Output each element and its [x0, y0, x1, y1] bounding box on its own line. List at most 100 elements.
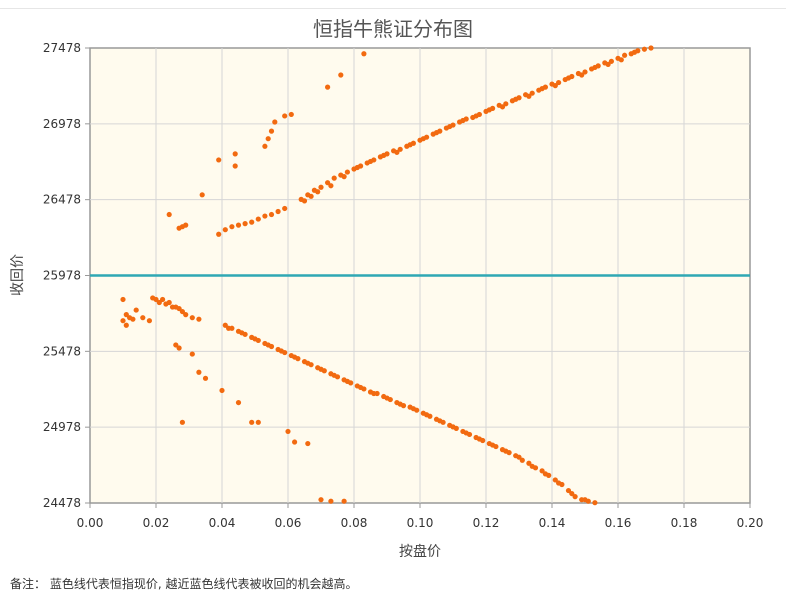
data-point — [189, 315, 195, 321]
data-point — [450, 424, 456, 430]
data-point — [552, 477, 558, 483]
data-point — [179, 308, 185, 315]
data-point — [529, 90, 535, 96]
data-point — [249, 219, 255, 225]
data-point — [268, 128, 275, 134]
data-point — [179, 419, 185, 425]
data-point — [262, 143, 268, 149]
x-tick-label: 0.16 — [605, 516, 632, 530]
data-point — [282, 113, 288, 119]
data-point — [255, 419, 261, 425]
data-point — [463, 430, 469, 436]
data-point — [226, 325, 232, 331]
data-point — [341, 174, 347, 180]
y-axis-title: 收回价 — [10, 254, 26, 296]
footnote: 备注： 蓝色线代表恒指现价, 越近蓝色线代表被收回的机会越高。 — [10, 577, 358, 591]
data-point — [344, 169, 350, 175]
data-point — [140, 315, 146, 321]
data-point — [292, 439, 298, 445]
data-point — [232, 163, 238, 169]
data-point — [123, 322, 129, 328]
data-point — [358, 384, 364, 391]
data-point — [216, 231, 222, 237]
x-tick-label: 0.08 — [341, 516, 368, 530]
data-point — [255, 216, 261, 222]
data-point — [288, 111, 294, 118]
data-point — [565, 75, 572, 81]
data-point — [344, 378, 350, 384]
data-point — [242, 221, 248, 227]
data-point — [542, 471, 549, 477]
y-tick-label: 24478 — [43, 496, 81, 510]
data-point — [503, 448, 509, 454]
data-point — [318, 184, 324, 190]
data-point — [325, 84, 331, 90]
data-point — [265, 136, 271, 142]
data-point — [325, 180, 331, 186]
data-point — [592, 64, 598, 71]
data-point — [285, 428, 291, 435]
y-tick-label: 27478 — [43, 41, 81, 55]
data-point — [622, 52, 628, 58]
x-tick-label: 0.12 — [473, 516, 500, 530]
data-point — [526, 460, 532, 466]
data-point — [235, 399, 242, 406]
data-point — [582, 69, 588, 75]
scatter-chart: 恒指牛熊证分布图 0.00 0.02 0.04 0.06 0.08 0.10 0.12 0.1… — [10, 17, 764, 560]
y-axis-ticks: 24478 24978 25478 25978 26478 26978 27478 — [43, 41, 90, 510]
x-axis-title: 按盘价 — [399, 543, 441, 560]
data-point — [318, 497, 324, 503]
data-point — [328, 498, 334, 504]
data-point — [420, 136, 426, 142]
data-point — [229, 224, 235, 230]
data-point — [305, 360, 311, 366]
data-point — [160, 296, 166, 303]
data-point — [529, 463, 535, 469]
data-point — [338, 72, 344, 78]
data-point — [219, 387, 225, 394]
data-point — [301, 198, 308, 204]
data-point — [341, 498, 347, 504]
data-point — [199, 192, 205, 198]
x-axis-ticks: 0.00 0.02 0.04 0.06 0.08 0.10 0.12 0.14 0.16 0.18… — [77, 503, 764, 530]
data-point — [371, 390, 377, 397]
data-points — [120, 45, 654, 506]
data-point — [156, 299, 162, 306]
data-point — [202, 375, 209, 381]
data-point — [437, 418, 443, 424]
data-point — [282, 205, 288, 212]
x-tick-label: 0.02 — [143, 516, 170, 530]
data-point — [447, 123, 453, 130]
data-point — [166, 211, 172, 218]
data-point — [133, 307, 139, 313]
data-point — [407, 142, 413, 148]
x-tick-label: 0.20 — [737, 516, 764, 530]
data-point — [513, 96, 519, 102]
data-point — [394, 149, 400, 155]
data-point — [315, 189, 321, 195]
data-point — [476, 436, 482, 442]
data-point — [519, 457, 525, 463]
data-point — [308, 193, 314, 199]
data-point — [460, 117, 466, 124]
top-divider — [0, 8, 786, 9]
data-point — [499, 104, 506, 110]
data-point — [305, 440, 311, 447]
data-point — [565, 487, 572, 494]
x-tick-label: 0.18 — [671, 516, 698, 530]
data-point — [196, 369, 202, 375]
data-point — [641, 46, 648, 52]
data-point — [166, 299, 172, 306]
data-point — [328, 183, 334, 189]
data-point — [361, 51, 367, 57]
data-point — [397, 146, 403, 152]
data-point — [176, 345, 182, 351]
y-tick-label: 25978 — [43, 269, 81, 283]
data-point — [153, 296, 159, 303]
data-point — [605, 61, 611, 67]
data-point — [331, 175, 337, 181]
y-tick-label: 25478 — [43, 344, 81, 358]
data-point — [318, 366, 324, 372]
data-point — [473, 113, 479, 119]
data-point — [183, 222, 189, 228]
